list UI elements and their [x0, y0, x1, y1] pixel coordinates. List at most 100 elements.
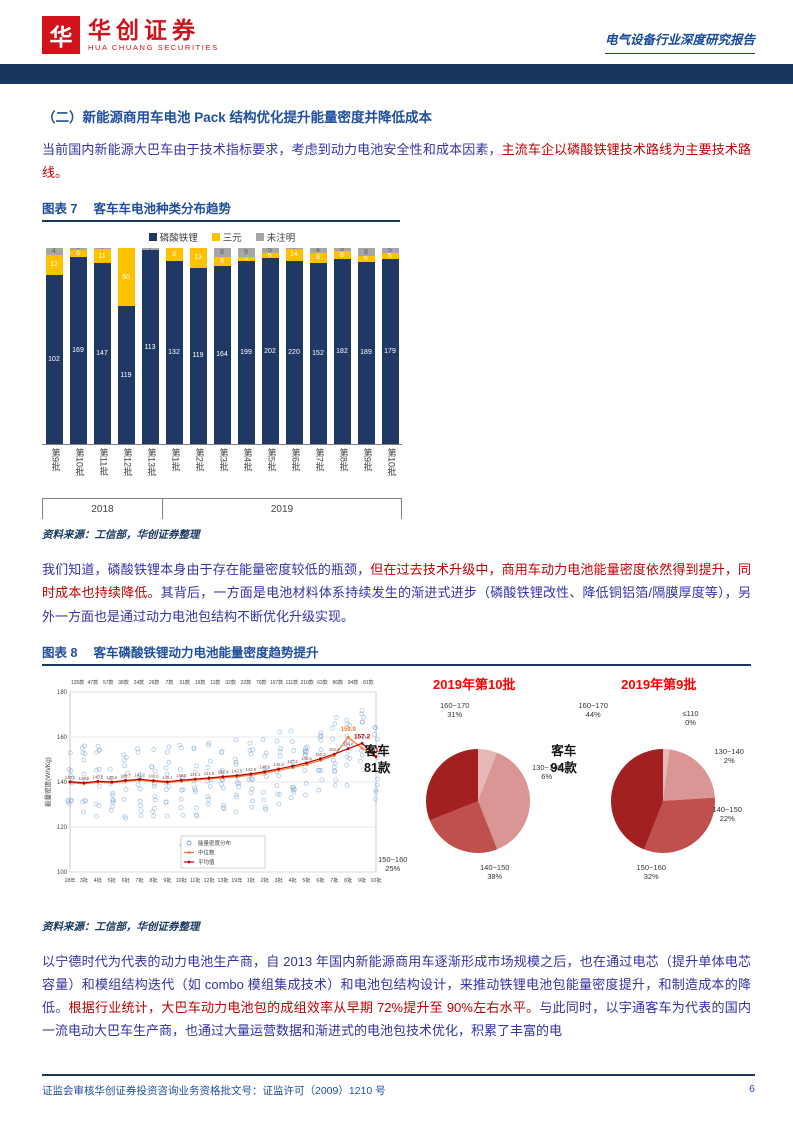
pie-slice-label: 160~170 31% [440, 701, 469, 720]
sample-count-label: 63款 [317, 679, 328, 686]
sample-count-label: 47款 [88, 679, 99, 686]
logo-icon: 华 [42, 16, 80, 54]
scatter-point [110, 790, 116, 796]
bar-segment: 147 [93, 263, 111, 445]
scatter-point [164, 813, 170, 819]
legend-item: 磷酸铁锂 [148, 230, 198, 244]
bar-segment: 8 [213, 256, 231, 266]
scatter-point [80, 750, 86, 755]
scatter-point [97, 774, 103, 779]
x-tick-label: 10批 [176, 876, 187, 884]
mean-value-label: 140.3 [93, 774, 104, 779]
x-axis-tick-label: 第6批 [290, 448, 301, 472]
scatter-point [276, 801, 282, 807]
scatter-point [110, 797, 116, 802]
scatter-point [207, 783, 213, 789]
mean-value-label: 141.8 [204, 771, 215, 776]
x-tick-label: 8批 [344, 876, 352, 884]
bar-segment: 5 [237, 256, 255, 262]
scatter-point [332, 782, 338, 788]
scatter-point [333, 714, 339, 720]
scatter-point [289, 738, 295, 744]
page-number: 6 [749, 1083, 755, 1095]
scatter-point [179, 774, 185, 780]
pie-slice-label: 160~170 44% [579, 701, 608, 720]
scatter-point [263, 764, 269, 770]
scatter-point [177, 766, 183, 772]
scatter-point [330, 725, 335, 731]
scatter-point [110, 799, 116, 805]
bar-segment: 189 [357, 261, 375, 445]
paragraph-intro: 当前国内新能源大巴车由于技术指标要求，考虑到动力电池安全性和成本因素，主流车企以… [42, 138, 751, 184]
scatter-point [206, 740, 212, 746]
scatter-point [221, 802, 226, 808]
scatter-point [318, 767, 324, 773]
vehicle-count-line: 94款 [550, 760, 577, 775]
logo-text: 华创证券 HUA CHUANG SECURITIES [88, 16, 219, 52]
sample-count-label: 210款 [300, 679, 313, 686]
company-logo: 华 华创证券 HUA CHUANG SECURITIES [42, 16, 219, 54]
scatter-point [163, 765, 169, 770]
scatter-point [290, 759, 296, 764]
bar-segment: 164 [213, 265, 231, 445]
scatter-point [303, 752, 308, 758]
scatter-point [83, 777, 88, 783]
x-tick-label: 6批 [316, 876, 324, 884]
pie-circle [426, 748, 530, 853]
scatter-point [96, 766, 102, 772]
x-tick-label: 12批 [204, 876, 215, 884]
scatter-point [234, 779, 240, 785]
text-segment: 但在过去技术升级中，商用车动力电池能量密度依然得到提升，同时成本也持续降低。 [42, 562, 751, 601]
bar-segment: 182 [333, 259, 351, 445]
mean-value-label: 141.2 [134, 772, 145, 777]
scatter-point [249, 786, 255, 792]
scatter-point [303, 780, 309, 786]
pie-slice-label-line: 6% [541, 772, 553, 781]
scatter-point [249, 776, 255, 782]
x-axis-tick-label: 第13批 [146, 448, 157, 477]
pie-slice-label-line: 160~170 [578, 700, 608, 710]
bar-segment: 132 [165, 260, 183, 445]
logo-name-cn: 华创证券 [88, 16, 200, 43]
scatter-point [152, 768, 158, 774]
scatter-point [164, 771, 170, 777]
scatter-point [205, 742, 211, 748]
sample-count-label: 86款 [332, 679, 343, 686]
scatter-point [344, 782, 350, 788]
scatter-point [236, 783, 241, 789]
sample-count-label: 11款 [210, 679, 220, 686]
scatter-point [180, 786, 186, 792]
y-axis-title: 能量密度(Wh/Kg) [43, 757, 52, 807]
bar-segment: 6 [69, 250, 87, 258]
scatter-point [152, 797, 158, 802]
scatter-point [109, 775, 115, 781]
bar-segment: 6 [357, 255, 375, 262]
scatter-point [264, 773, 269, 779]
mean-value-label: 140.8 [176, 773, 187, 778]
figure8-pie-batch10: 2019年第10批 130~140 6% 140~150 38% 150~160 25% 1… [364, 674, 567, 911]
scatter-point [96, 802, 102, 808]
scatter-point [333, 777, 339, 782]
bar-segment: 119 [117, 306, 135, 445]
trend-marker [374, 755, 378, 758]
sample-count-label: 107款 [270, 679, 283, 686]
figure7-title: 图表 7 客车车电池种类分布趋势 [42, 198, 400, 223]
scatter-point [137, 798, 143, 804]
bar-segment: 14 [285, 249, 303, 261]
scatter-point [96, 783, 102, 789]
sample-count-label: 70款 [256, 679, 267, 686]
x-axis-tick-label: 第8批 [338, 448, 349, 472]
scatter-point [277, 753, 283, 759]
scatter-point [135, 782, 141, 787]
trend-marker [68, 780, 72, 783]
scatter-point [261, 797, 267, 802]
pie-batch9-chart: ≤110 0% 130~140 2% 140~150 22% 150~160 32% 160~1… [551, 701, 752, 895]
mean-value-label: 140.7 [120, 773, 131, 778]
bar-column: 114220 [285, 248, 303, 445]
figure7-year-axis: 2018 2019 [42, 498, 402, 520]
pie-slice-label: 130~140 6% [532, 763, 561, 782]
pie-batch10-chart: 130~140 6% 140~150 38% 150~160 25% 160~170 31% 客… [364, 701, 567, 895]
x-tick-label: 5批 [302, 876, 310, 884]
scatter-point [138, 812, 144, 818]
